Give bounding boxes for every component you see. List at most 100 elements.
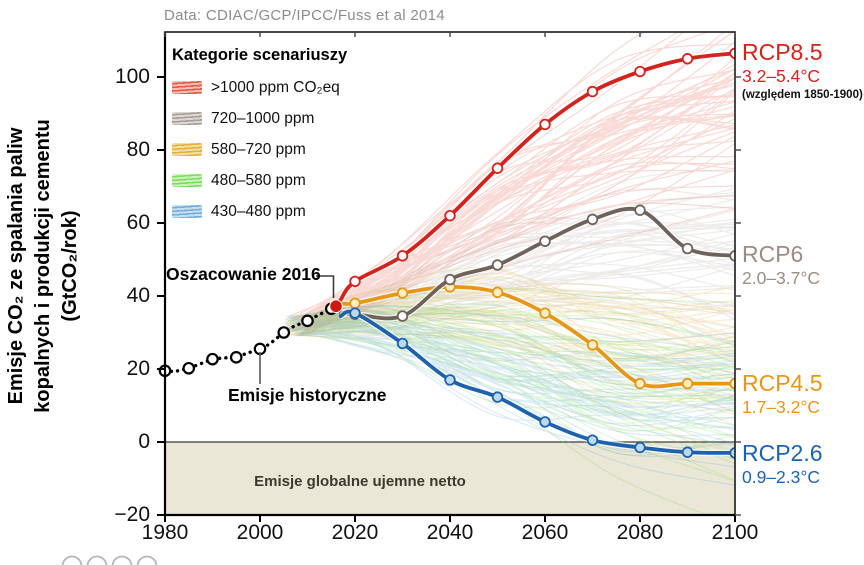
cc-license-icon <box>111 555 133 565</box>
ensemble-line <box>294 332 735 422</box>
ensemble-line <box>314 310 735 400</box>
ensemble-line <box>295 32 680 320</box>
legend-swatch-icon <box>172 143 202 156</box>
ensemble-line <box>312 321 735 482</box>
series-marker <box>349 275 361 288</box>
ensemble-line <box>309 221 735 325</box>
ensemble-line <box>298 334 735 414</box>
series-marker <box>491 286 504 299</box>
ensemble-line <box>284 135 735 333</box>
ensemble-line <box>313 306 735 380</box>
rcp-name: RCP2.6 <box>742 440 823 466</box>
ensemble-line <box>301 326 735 368</box>
ensemble-line <box>288 331 735 377</box>
y-tick-label: 40 <box>126 284 150 307</box>
ensemble-line <box>310 289 735 317</box>
ensemble-line <box>307 32 735 324</box>
ensemble-line <box>315 310 735 362</box>
ensemble-line <box>300 169 735 330</box>
series-marker <box>681 53 694 65</box>
ensemble-line <box>309 323 735 368</box>
ensemble-line <box>299 114 735 325</box>
estimate-2016-annotation: Oszacowanie 2016 <box>166 264 321 284</box>
series-marker <box>586 339 599 351</box>
ensemble-line <box>300 77 735 336</box>
ensemble-line <box>315 305 735 336</box>
rcp-label-rcp26: RCP2.6 0.9–2.3°C <box>742 441 823 487</box>
y-tick-label: 60 <box>126 211 150 234</box>
ensemble-line <box>315 310 735 386</box>
ensemble-line <box>304 160 735 330</box>
series-marker <box>586 434 599 446</box>
legend-item-label: 480–580 ppm <box>211 171 306 189</box>
ensemble-line <box>292 278 735 374</box>
series-line <box>338 284 735 389</box>
x-tick-label: 1980 <box>141 521 189 544</box>
ensemble-line <box>303 110 735 318</box>
series-line <box>338 309 735 455</box>
ensemble-line <box>293 315 735 438</box>
ensemble-line <box>304 72 735 327</box>
legend-swatch-icon <box>172 112 202 125</box>
legend-item-4: 480–580 ppm <box>172 172 347 189</box>
ensemble-line <box>291 272 735 333</box>
ensemble-line <box>289 32 646 317</box>
rcp-label-rcp45: RCP4.5 1.7–3.2°C <box>742 371 823 417</box>
ensemble-line <box>306 193 735 317</box>
ensemble-line <box>306 326 735 409</box>
ensemble-line <box>308 310 735 364</box>
series-marker <box>491 391 504 403</box>
ensemble-line <box>316 319 735 468</box>
ensemble-line <box>287 316 735 379</box>
historical-marker <box>301 314 314 328</box>
ensemble-line <box>286 324 735 404</box>
ensemble-line <box>284 290 735 361</box>
ensemble-line <box>301 329 735 381</box>
legend-item-1: >1000 ppm CO₂eq <box>172 79 347 96</box>
historical-marker <box>277 326 291 339</box>
y-axis-title-line1: Emisje CO₂ ze spalania paliw <box>5 127 27 405</box>
legend-item-label: 720–1000 ppm <box>211 109 315 127</box>
ensemble-line <box>293 319 735 465</box>
ensemble-1 <box>284 32 735 337</box>
ensemble-line <box>289 312 735 397</box>
series-marker <box>586 85 599 98</box>
ensemble-line <box>301 327 735 444</box>
x-tick-label: 2020 <box>331 521 379 544</box>
historical-marker <box>229 351 243 364</box>
series-marker <box>634 441 646 454</box>
data-source-note: Data: CDIAC/GCP/IPCC/Fuss et al 2014 <box>164 7 445 24</box>
rcp-temperature-range: 0.9–2.3°C <box>742 466 821 487</box>
x-tick-label: 2100 <box>711 521 759 544</box>
y-tick-label: −20 <box>114 503 150 526</box>
ensemble-line <box>285 321 735 416</box>
ensemble-line <box>291 127 735 331</box>
series-marker <box>539 118 551 131</box>
x-tick-label: 2000 <box>236 521 284 544</box>
series-marker <box>539 416 551 428</box>
ensemble-line <box>313 323 735 368</box>
ensemble-line <box>291 296 735 325</box>
series-marker <box>729 447 735 459</box>
ensemble-line <box>294 187 735 320</box>
x-tick-label: 2060 <box>521 521 569 544</box>
ensemble-line <box>290 300 735 325</box>
series-marker <box>729 47 735 59</box>
ensemble-line <box>307 188 735 319</box>
ensemble-line <box>288 63 735 322</box>
ensemble-line <box>311 124 735 324</box>
ensemble-line <box>301 69 735 334</box>
ensemble-line <box>307 319 735 431</box>
series-marker <box>539 307 551 319</box>
net-negative-emissions-annotation: Emisje globalne ujemne netto <box>254 473 466 490</box>
y-tick-label: 80 <box>126 138 150 161</box>
ensemble-line <box>305 330 735 379</box>
ensemble-line <box>299 325 735 343</box>
ensemble-line <box>307 326 735 419</box>
ensemble-line <box>307 228 735 320</box>
rcp-label-rcp85: RCP8.5 3.2–5.4°C (względem 1850-1900) <box>742 40 863 101</box>
series-marker <box>586 213 599 226</box>
cc-license-icon <box>136 555 158 565</box>
ensemble-line <box>309 94 735 335</box>
